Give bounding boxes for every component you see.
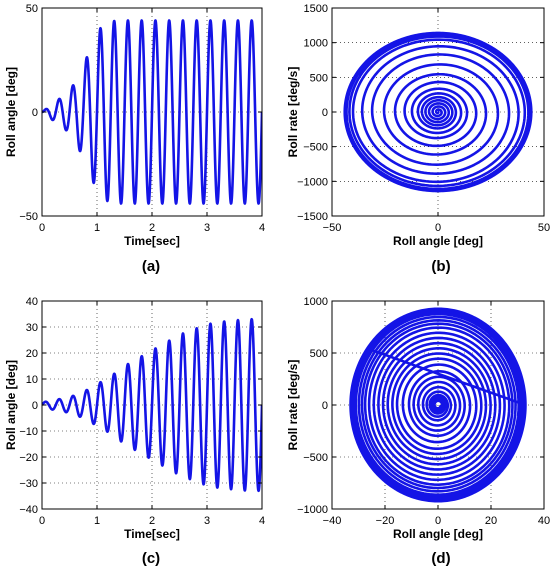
ylabel-a: Roll angle [deg] (4, 67, 18, 157)
ytick-label-b: −500 (303, 142, 328, 154)
xtick-label-c: 4 (259, 515, 265, 527)
series-line-b (343, 31, 533, 193)
xtick-label-a: 4 (259, 222, 265, 234)
xlabel-d: Roll angle [deg] (393, 527, 483, 541)
ytick-label-d: 1000 (304, 296, 328, 308)
xtick-label-a: 1 (94, 222, 100, 234)
ytick-label-a: 0 (32, 107, 38, 119)
ytick-label-d: −1000 (297, 504, 328, 516)
ytick-label-b: −1000 (297, 176, 328, 188)
ytick-label-b: 1000 (304, 38, 328, 50)
ytick-label-d: −500 (303, 452, 328, 464)
ytick-label-c: −20 (19, 452, 38, 464)
xlabel-c: Time[sec] (124, 527, 180, 541)
ytick-label-c: 0 (32, 400, 38, 412)
xtick-label-b: −50 (323, 222, 342, 234)
caption-a: (a) (142, 258, 160, 275)
ytick-label-c: −40 (19, 504, 38, 516)
panel-c: 0 1 2 3 4 −40 −30 −20 −10 0 10 20 30 40 Time[sec] Roll … (4, 296, 265, 541)
xlabel-b: Roll angle [deg] (393, 234, 483, 248)
xtick-label-d: 20 (485, 515, 497, 527)
ylabel-b: Roll rate [deg/s] (286, 67, 300, 158)
ytick-label-c: 30 (26, 322, 38, 334)
xtick-label-c: 3 (204, 515, 210, 527)
ytick-label-a: 50 (26, 3, 38, 15)
ylabel-d: Roll rate [deg/s] (286, 360, 300, 451)
series-line-a (42, 19, 262, 205)
ytick-label-b: −1500 (297, 211, 328, 223)
ytick-label-a: −50 (19, 211, 38, 223)
series-line-c (42, 317, 262, 493)
xtick-label-d: −20 (376, 515, 395, 527)
caption-b: (b) (431, 258, 450, 275)
ytick-label-c: −10 (19, 426, 38, 438)
ylabel-c: Roll angle [deg] (4, 360, 18, 450)
xtick-label-a: 0 (39, 222, 45, 234)
ytick-label-d: 0 (322, 400, 328, 412)
ytick-label-b: 0 (322, 107, 328, 119)
caption-c: (c) (142, 550, 160, 567)
ytick-label-b: 500 (310, 72, 328, 84)
xlabel-a: Time[sec] (124, 234, 180, 248)
xtick-label-b: 0 (435, 222, 441, 234)
ytick-label-c: 20 (26, 348, 38, 360)
panel-d: −40 −20 0 20 40 −1000 −500 0 500 1000 Roll angle [… (286, 296, 550, 541)
xtick-label-a: 2 (149, 222, 155, 234)
xtick-label-c: 2 (149, 515, 155, 527)
xtick-label-c: 0 (39, 515, 45, 527)
ytick-label-c: 40 (26, 296, 38, 308)
xtick-label-d: −40 (323, 515, 342, 527)
series-line-d (349, 307, 527, 503)
xtick-label-d: 40 (538, 515, 550, 527)
xtick-label-a: 3 (204, 222, 210, 234)
ytick-label-c: 10 (26, 374, 38, 386)
ytick-label-c: −30 (19, 478, 38, 490)
xtick-label-c: 1 (94, 515, 100, 527)
xtick-label-b: 50 (538, 222, 550, 234)
ytick-label-b: 1500 (304, 3, 328, 15)
caption-d: (d) (431, 550, 450, 567)
ytick-label-d: 500 (310, 348, 328, 360)
xtick-label-d: 0 (435, 515, 441, 527)
